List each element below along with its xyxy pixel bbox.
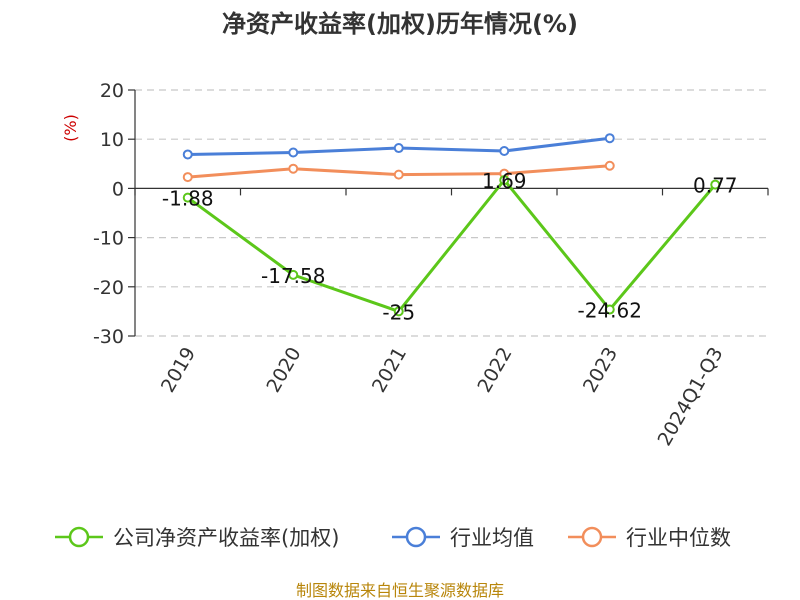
y-tick-label: 10	[100, 129, 124, 151]
x-tick-label: 2023	[579, 344, 622, 397]
data-point	[393, 306, 404, 317]
legend-label: 行业中位数	[626, 526, 731, 550]
y-tick-label: -10	[93, 228, 124, 250]
legend: 公司净资产收益率(加权) 行业均值 行业中位数	[55, 526, 731, 550]
y-tick-label: -30	[93, 326, 124, 348]
legend-marker	[405, 526, 427, 548]
data-point	[393, 169, 404, 180]
source-note: 制图数据来自恒生聚源数据库	[296, 581, 504, 600]
data-point	[182, 149, 193, 160]
data-label: -17.58	[261, 264, 325, 288]
data-label: 1.69	[482, 169, 527, 193]
data-label: -25	[382, 300, 415, 324]
data-point	[288, 269, 299, 280]
y-tick-label: -20	[93, 277, 124, 299]
data-point	[710, 179, 721, 190]
x-tick-label: 2019	[157, 344, 200, 397]
data-point	[393, 143, 404, 154]
y-axis-unit: (%)	[61, 114, 80, 142]
series-group	[182, 133, 721, 317]
data-point	[604, 133, 615, 144]
axes	[128, 89, 769, 337]
data-label: -24.62	[578, 299, 642, 323]
data-point	[604, 304, 615, 315]
legend-marker	[68, 526, 90, 548]
data-point	[182, 192, 193, 203]
x-tick-label: 2020	[262, 344, 305, 397]
x-tick-label: 2021	[368, 344, 411, 397]
x-tick-labels: 2019 2020 2021 2022 2023 2024Q1-Q3	[157, 344, 728, 450]
x-tick-label: 2022	[473, 344, 516, 397]
legend-label: 公司净资产收益率(加权)	[113, 526, 339, 550]
y-tick-label: 20	[100, 80, 124, 102]
data-point	[288, 163, 299, 174]
data-point	[499, 175, 510, 186]
series-line-0	[186, 178, 717, 313]
data-point	[604, 160, 615, 171]
data-point	[182, 172, 193, 183]
data-labels: -1.88 -17.58 -25 1.69 -24.62 0.77	[162, 169, 738, 324]
grid-lines	[135, 89, 768, 337]
chart-title: 净资产收益率(加权)历年情况(%)	[222, 10, 578, 38]
legend-marker	[581, 526, 603, 548]
data-label: -1.88	[162, 187, 214, 211]
x-tick-label: 2024Q1-Q3	[654, 344, 728, 450]
legend-label: 行业均值	[450, 526, 534, 550]
y-tick-labels: 20 10 0 -10 -20 -30	[93, 80, 124, 348]
y-tick-label: 0	[112, 178, 124, 200]
data-label: 0.77	[693, 174, 738, 198]
data-point	[499, 146, 510, 157]
data-point	[288, 147, 299, 158]
